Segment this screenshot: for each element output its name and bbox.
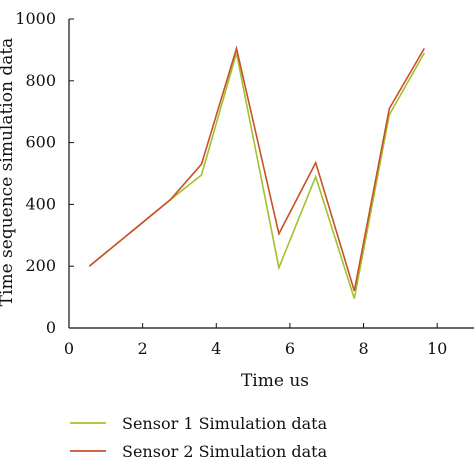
x-tick-label-2: 4 (211, 339, 221, 358)
x-tick-label-5: 10 (427, 339, 447, 358)
legend-label-1: Sensor 1 Simulation data (122, 414, 328, 433)
y-tick-label-2: 400 (25, 194, 56, 213)
legend: Sensor 1 Simulation data Sensor 2 Simulat… (70, 414, 328, 461)
y-tick-label-1: 200 (25, 256, 56, 275)
y-tick-label-5: 1000 (15, 9, 56, 28)
ticks: 0 2 4 6 8 10 0 200 400 600 800 1000 (15, 9, 447, 358)
y-tick-label-0: 0 (46, 318, 56, 337)
axes (68, 19, 474, 329)
x-axis-label: Time us (241, 371, 309, 391)
series-line-2 (88, 45, 425, 292)
x-tick-label-1: 2 (138, 339, 148, 358)
y-tick-label-3: 600 (25, 133, 56, 152)
x-tick-label-0: 0 (64, 339, 74, 358)
x-tick-label-4: 8 (358, 339, 368, 358)
legend-label-2: Sensor 2 Simulation data (122, 442, 328, 461)
y-axis-label: Time sequence simulation data (0, 38, 17, 307)
series-line-1 (88, 52, 425, 299)
y-tick-label-4: 800 (25, 71, 56, 90)
series-layer (88, 45, 425, 299)
x-tick-label-3: 6 (285, 339, 295, 358)
